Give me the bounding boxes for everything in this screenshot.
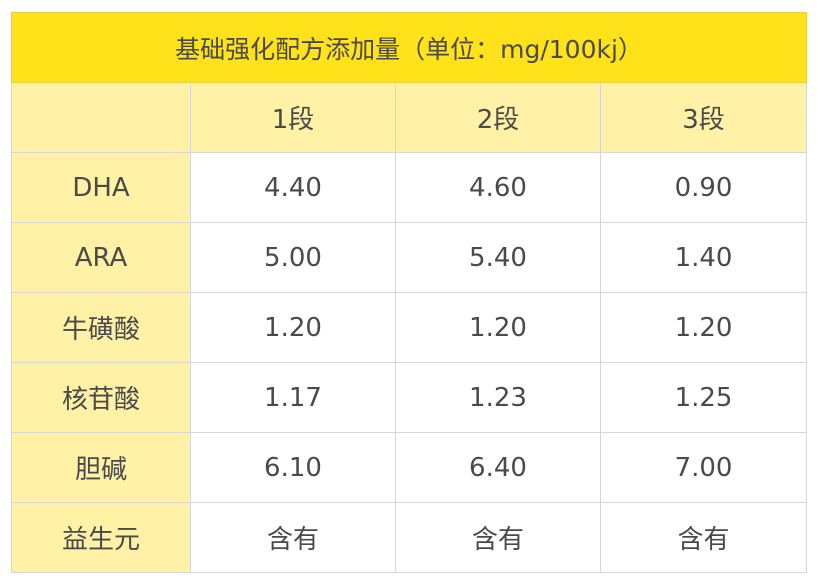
cell-stage-1: 4.40	[190, 152, 396, 223]
cell-stage-1: 5.00	[190, 222, 396, 293]
cell-stage-3: 1.40	[599, 222, 808, 293]
header-row: 1段 2段 3段	[11, 82, 808, 153]
table-row: 核苷酸 1.17 1.23 1.25	[11, 362, 808, 433]
cell-stage-3: 含有	[599, 502, 808, 573]
cell-stage-2: 5.40	[395, 222, 601, 293]
row-label: ARA	[11, 222, 191, 293]
table-title: 基础强化配方添加量（单位：mg/100kj）	[10, 12, 808, 83]
title-row: 基础强化配方添加量（单位：mg/100kj）	[10, 12, 808, 83]
cell-stage-3: 1.25	[599, 362, 808, 433]
cell-stage-2: 6.40	[395, 432, 601, 503]
cell-stage-2: 4.60	[395, 152, 601, 223]
cell-stage-3: 7.00	[599, 432, 808, 503]
cell-stage-1: 6.10	[190, 432, 396, 503]
table-row: DHA 4.40 4.60 0.90	[11, 152, 808, 223]
table-row: 胆碱 6.10 6.40 7.00	[11, 432, 808, 503]
cell-stage-3: 0.90	[599, 152, 808, 223]
cell-stage-1: 1.20	[190, 292, 396, 363]
cell-stage-2: 1.23	[395, 362, 601, 433]
cell-stage-1: 1.17	[190, 362, 396, 433]
formula-table: 基础强化配方添加量（单位：mg/100kj） 1段 2段 3段 DHA 4.40 4…	[10, 12, 808, 573]
column-header-empty	[11, 82, 191, 153]
cell-stage-2: 1.20	[395, 292, 601, 363]
column-header-stage-1: 1段	[190, 82, 396, 153]
row-label: 益生元	[11, 502, 191, 573]
table-row: 牛磺酸 1.20 1.20 1.20	[11, 292, 808, 363]
row-label: 胆碱	[11, 432, 191, 503]
row-label: DHA	[11, 152, 191, 223]
cell-stage-2: 含有	[395, 502, 601, 573]
cell-stage-1: 含有	[190, 502, 396, 573]
table-row: ARA 5.00 5.40 1.40	[11, 222, 808, 293]
cell-stage-3: 1.20	[599, 292, 808, 363]
column-header-stage-2: 2段	[395, 82, 601, 153]
row-label: 牛磺酸	[11, 292, 191, 363]
table-row: 益生元 含有 含有 含有	[11, 502, 808, 573]
column-header-stage-3: 3段	[599, 82, 808, 153]
row-label: 核苷酸	[11, 362, 191, 433]
